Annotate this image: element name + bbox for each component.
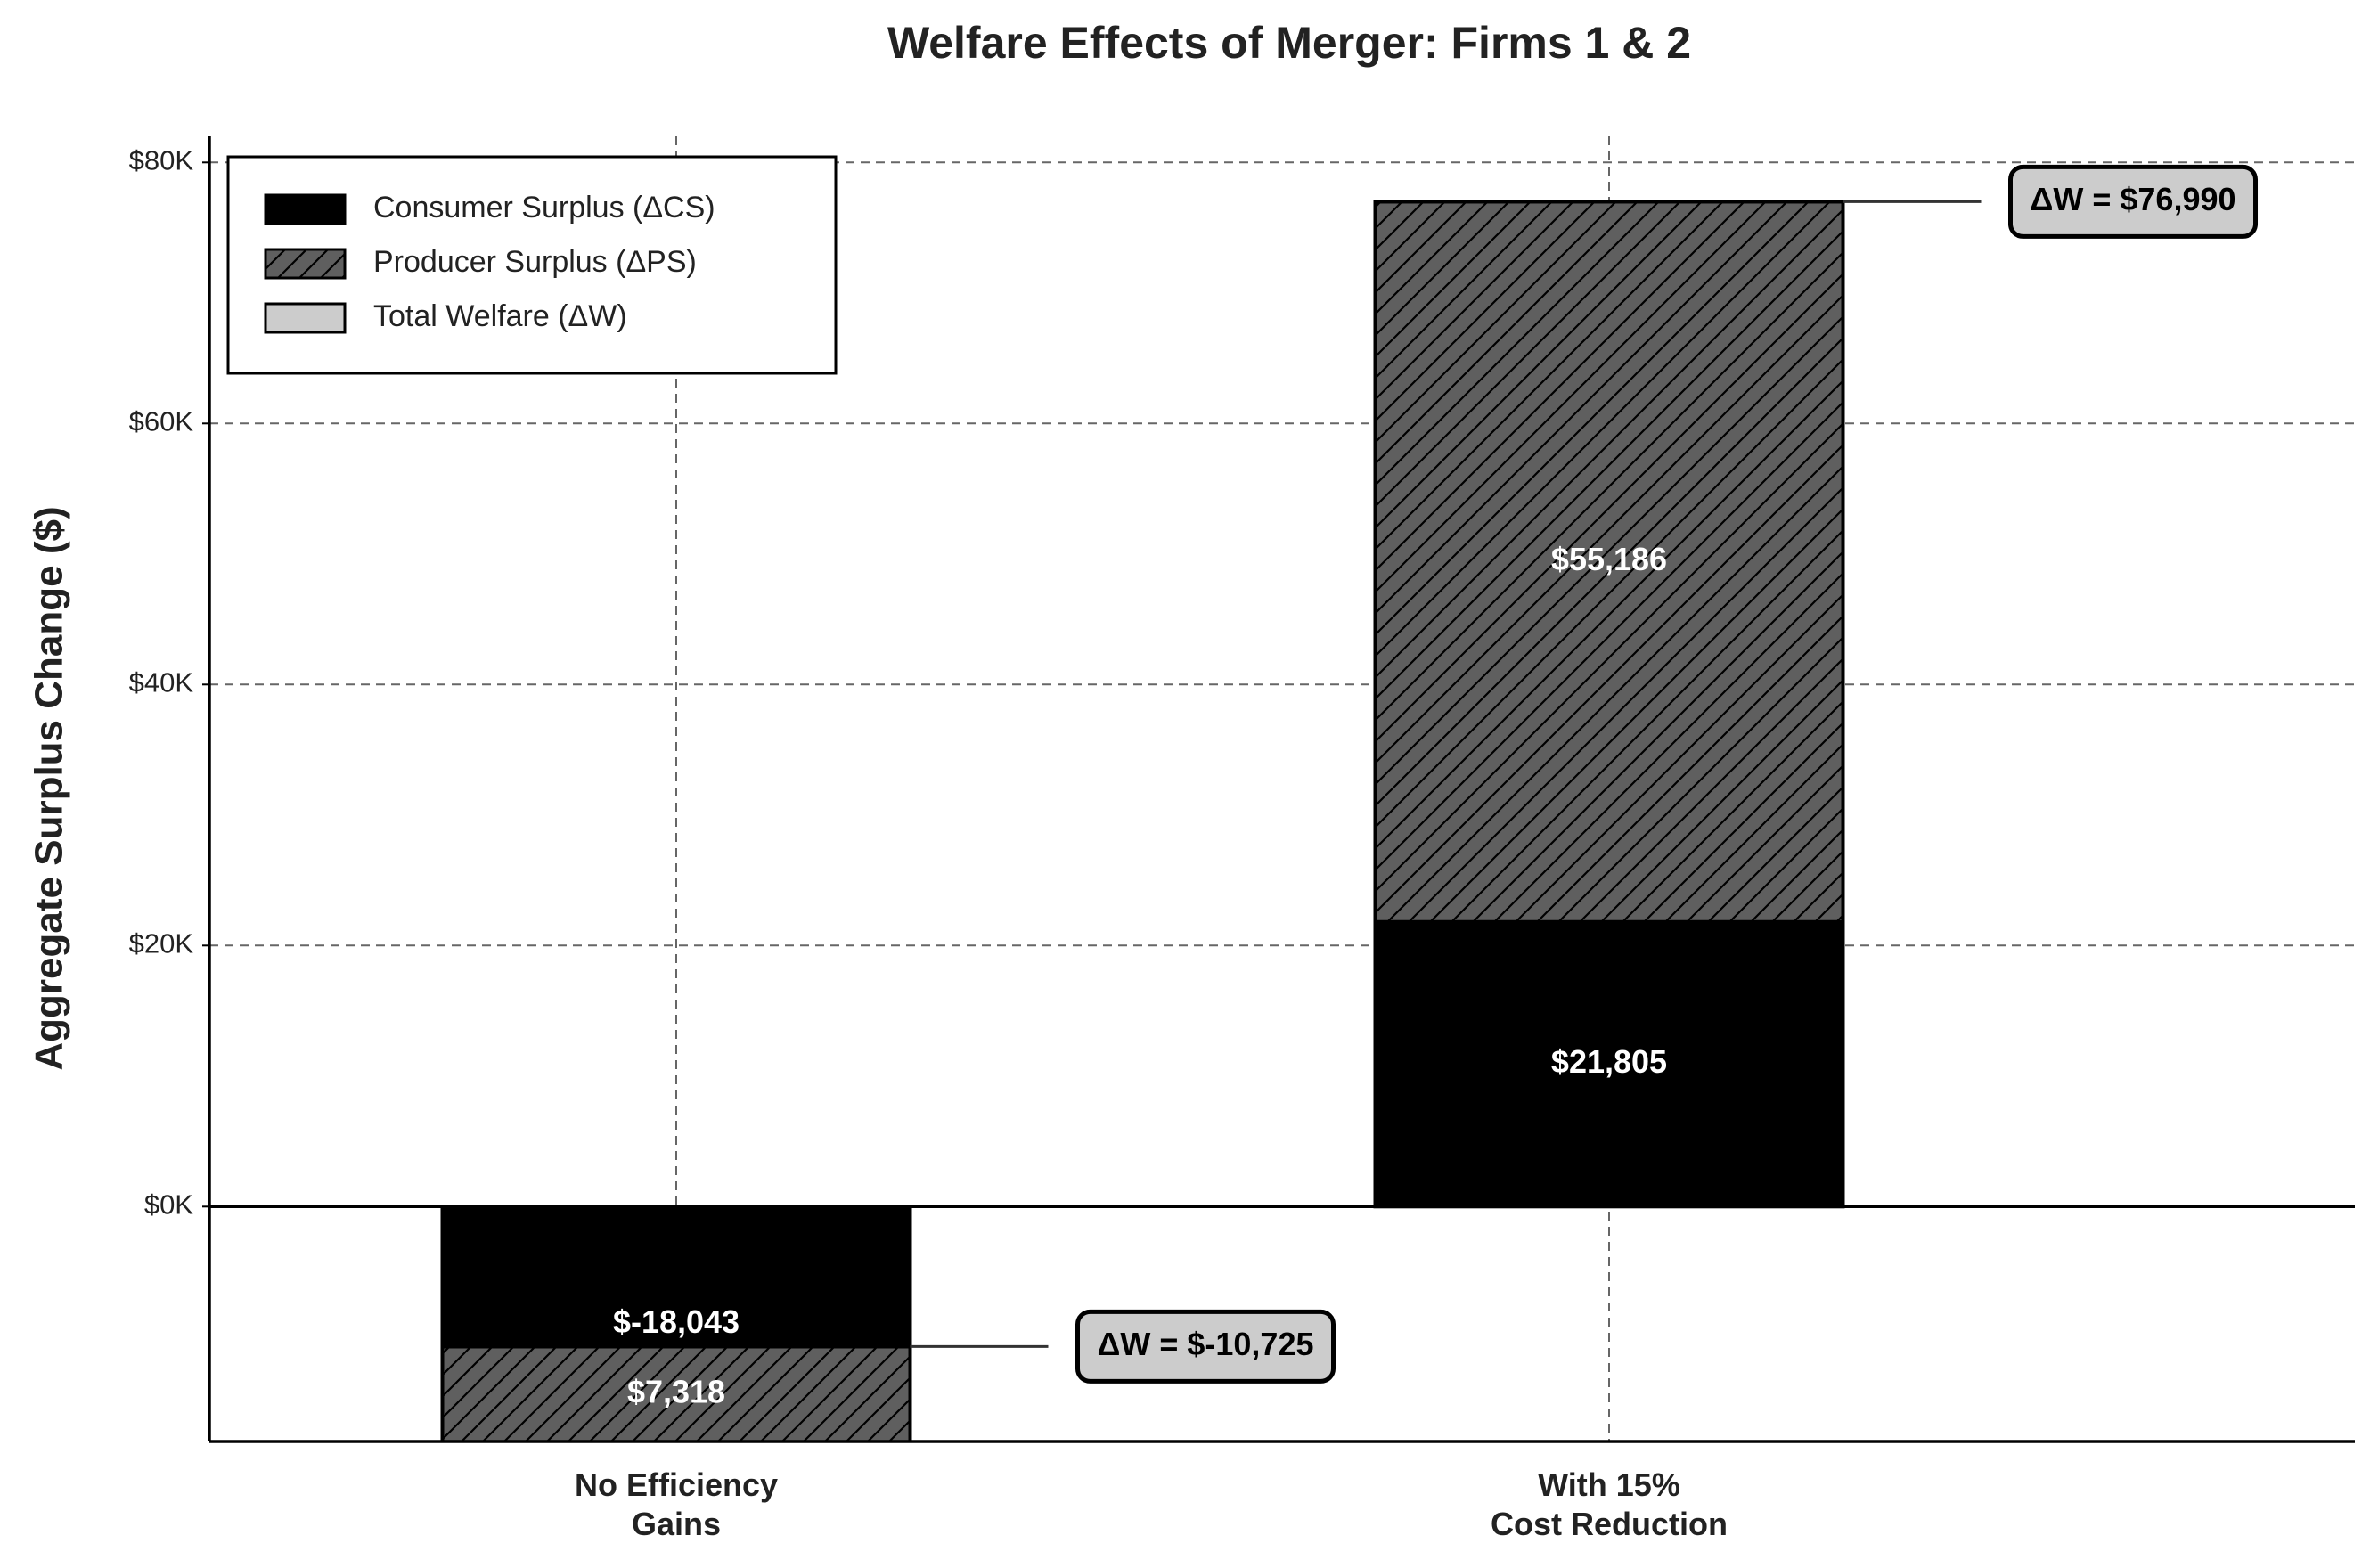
y-tick-label: $60K — [129, 405, 194, 437]
total-box — [1075, 1309, 1336, 1384]
legend-label: Producer Surplus (ΔPS) — [373, 245, 697, 279]
bar-hatch — [1373, 200, 1845, 924]
legend-swatch — [264, 302, 347, 334]
bar-hatch — [440, 1344, 912, 1441]
legend-label: Total Welfare (ΔW) — [373, 299, 627, 333]
y-tick-label: $40K — [129, 666, 194, 698]
y-axis-label: Aggregate Surplus Change ($) — [28, 506, 71, 1070]
value-label: $7,318 — [627, 1374, 725, 1410]
value-label: $55,186 — [1551, 541, 1667, 577]
legend-label: Consumer Surplus (ΔCS) — [373, 191, 715, 225]
chart-title: Welfare Effects of Merger: Firms 1 & 2 — [887, 18, 1691, 68]
value-label: $21,805 — [1551, 1043, 1667, 1080]
x-tick-label: No Efficiency Gains — [574, 1466, 779, 1542]
bar-segment — [1373, 919, 1845, 1209]
legend-hatch — [264, 248, 347, 280]
plot-area — [440, 200, 1845, 1441]
total-label: ΔW = $76,990 — [2031, 181, 2236, 217]
legend-swatch — [264, 193, 347, 225]
x-tick-label: With 15% Cost Reduction — [1491, 1466, 1728, 1542]
y-tick-label: $80K — [129, 144, 194, 176]
value-label: $-18,043 — [613, 1303, 740, 1340]
y-tick-label: $20K — [129, 927, 194, 959]
y-tick-label: $0K — [144, 1188, 193, 1220]
total-label: ΔW = $-10,725 — [1098, 1326, 1314, 1362]
total-box — [2008, 164, 2259, 239]
